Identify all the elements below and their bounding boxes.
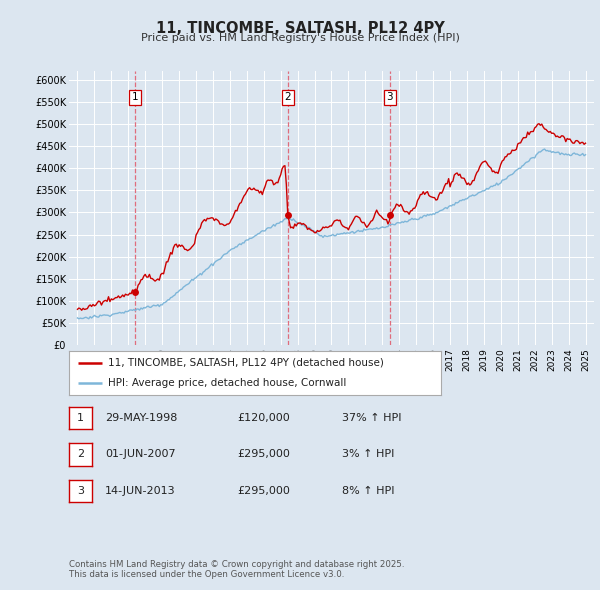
Text: £120,000: £120,000 — [237, 413, 290, 422]
Text: 1: 1 — [132, 93, 139, 102]
Text: £295,000: £295,000 — [237, 450, 290, 459]
Text: 01-JUN-2007: 01-JUN-2007 — [105, 450, 176, 459]
Text: 3% ↑ HPI: 3% ↑ HPI — [342, 450, 394, 459]
Text: 1: 1 — [77, 413, 84, 422]
Text: 14-JUN-2013: 14-JUN-2013 — [105, 486, 176, 496]
Text: Contains HM Land Registry data © Crown copyright and database right 2025.
This d: Contains HM Land Registry data © Crown c… — [69, 560, 404, 579]
Text: 8% ↑ HPI: 8% ↑ HPI — [342, 486, 395, 496]
Text: 2: 2 — [284, 93, 291, 102]
Text: £295,000: £295,000 — [237, 486, 290, 496]
Text: HPI: Average price, detached house, Cornwall: HPI: Average price, detached house, Corn… — [108, 378, 346, 388]
Text: 3: 3 — [386, 93, 393, 102]
Text: 3: 3 — [77, 486, 84, 496]
Text: 11, TINCOMBE, SALTASH, PL12 4PY (detached house): 11, TINCOMBE, SALTASH, PL12 4PY (detache… — [108, 358, 384, 368]
Text: 11, TINCOMBE, SALTASH, PL12 4PY: 11, TINCOMBE, SALTASH, PL12 4PY — [155, 21, 445, 35]
Text: 37% ↑ HPI: 37% ↑ HPI — [342, 413, 401, 422]
Text: 2: 2 — [77, 450, 84, 459]
Text: Price paid vs. HM Land Registry's House Price Index (HPI): Price paid vs. HM Land Registry's House … — [140, 33, 460, 43]
Text: 29-MAY-1998: 29-MAY-1998 — [105, 413, 178, 422]
